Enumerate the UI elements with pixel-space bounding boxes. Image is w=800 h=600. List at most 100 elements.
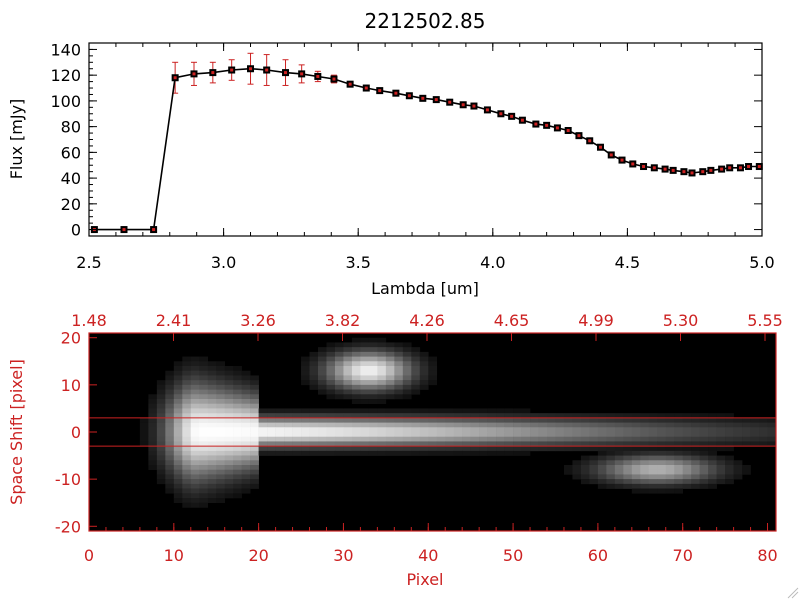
image-pixel (479, 450, 488, 456)
resize-grip-icon[interactable] (787, 587, 799, 599)
image-pixel (165, 384, 175, 390)
image-pixel (445, 446, 454, 452)
image-pixel (648, 488, 658, 494)
data-point-core (300, 72, 304, 76)
image-pixel (640, 455, 650, 461)
image-pixel (428, 370, 438, 376)
image-pixel (156, 422, 166, 428)
image-pixel (470, 450, 480, 456)
image-pixel (241, 465, 251, 471)
image-pixel (623, 474, 633, 480)
image-pixel (725, 469, 734, 475)
image-pixel (318, 389, 327, 395)
image-pixel (521, 436, 531, 442)
image-pixel (436, 446, 446, 452)
image-pixel (216, 417, 225, 423)
image-pixel (199, 408, 209, 414)
image-pixel (233, 479, 242, 485)
image-pixel (504, 413, 514, 419)
image-pixel (165, 450, 175, 456)
image-pixel (309, 441, 319, 447)
image-pixel (351, 450, 361, 456)
image-pixel (284, 427, 293, 433)
image-pixel (207, 488, 217, 494)
image-pixel (742, 436, 751, 442)
image-pixel (640, 465, 650, 471)
image-pixel (665, 446, 675, 452)
image-pixel (657, 432, 667, 438)
image-pixel (377, 389, 387, 395)
image-pixel (742, 469, 751, 475)
image-pixel (640, 427, 650, 433)
image-pixel (691, 469, 700, 475)
image-pixel (165, 436, 175, 442)
image-pixel (182, 427, 192, 433)
image-pixel (216, 465, 225, 471)
x-tick-label: 4.0 (480, 253, 505, 272)
image-pixel (453, 446, 463, 452)
image-pixel (402, 446, 412, 452)
image-pixel (190, 460, 200, 466)
top-tick-label: 3.82 (325, 311, 361, 330)
image-pixel (233, 370, 242, 376)
image-pixel (165, 446, 175, 452)
image-pixel (419, 375, 429, 381)
x-tick-label: 0 (84, 546, 94, 565)
image-pixel (334, 417, 344, 423)
image-pixel (563, 432, 573, 438)
data-point-core (434, 98, 438, 102)
image-pixel (156, 436, 166, 442)
image-pixel (657, 460, 667, 466)
image-pixel (173, 493, 183, 499)
image-pixel (597, 432, 607, 438)
image-pixel (267, 436, 276, 442)
image-pixel (674, 479, 683, 485)
image-pixel (334, 361, 344, 367)
image-pixel (648, 479, 658, 485)
image-pixel (589, 417, 599, 423)
image-pixel (487, 417, 497, 423)
image-pixel (139, 417, 149, 423)
image-pixel (224, 474, 234, 480)
image-pixel (530, 417, 539, 423)
image-pixel (385, 370, 395, 376)
image-pixel (682, 465, 692, 471)
image-pixel (496, 446, 505, 452)
image-pixel (767, 417, 777, 423)
image-pixel (530, 427, 539, 433)
x-tick-label: 40 (418, 546, 438, 565)
image-pixel (572, 432, 582, 438)
image-pixel (462, 432, 471, 438)
image-pixel (648, 455, 658, 461)
image-pixel (547, 441, 556, 447)
image-pixel (759, 432, 768, 438)
image-y-ticks: -20 -10 0 10 20 (55, 329, 97, 536)
image-pixel (708, 422, 717, 428)
image-pixel (547, 436, 556, 442)
image-pixel (334, 422, 344, 428)
image-pixel (148, 441, 158, 447)
image-pixel (640, 413, 650, 419)
image-pixel (538, 417, 548, 423)
image-pixel (733, 417, 743, 423)
image-pixel (640, 488, 650, 494)
image-pixel (614, 479, 624, 485)
image-pixel (411, 436, 421, 442)
data-point-core (620, 158, 624, 162)
image-pixel (428, 432, 438, 438)
data-point-core (631, 162, 635, 166)
image-pixel (207, 394, 217, 400)
image-pixel (453, 441, 463, 447)
image-pixel (419, 446, 429, 452)
image-pixel (318, 361, 327, 367)
image-pixel (657, 441, 667, 447)
image-pixel (224, 417, 234, 423)
x-tick-label: 50 (503, 546, 523, 565)
image-pixel (351, 432, 361, 438)
image-pixel (674, 474, 683, 480)
image-pixel (334, 432, 344, 438)
image-pixel (411, 361, 421, 367)
image-pixel (250, 474, 259, 480)
image-pixel (589, 413, 599, 419)
x-tick-label: 60 (588, 546, 608, 565)
